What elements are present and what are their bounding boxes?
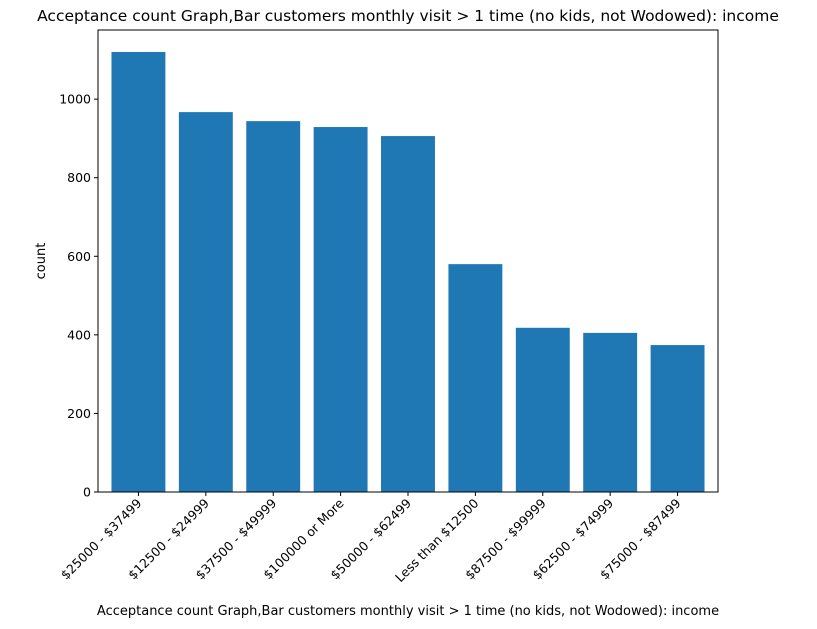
bars-group [111, 52, 705, 493]
chart-title: Acceptance count Graph,Bar customers mon… [37, 7, 779, 25]
bar-2 [246, 121, 301, 492]
x-axis-ticks: $25000 - $37499$12500 - $24999$37500 - $… [58, 492, 684, 585]
y-tick-label: 400 [67, 327, 91, 342]
bar-0 [111, 52, 166, 492]
bar-8 [650, 345, 705, 492]
bar-4 [381, 136, 435, 492]
y-tick-label: 0 [83, 485, 91, 500]
y-tick-label: 800 [67, 170, 91, 185]
bar-5 [448, 264, 503, 492]
bar-1 [178, 112, 233, 493]
bar-7 [583, 332, 638, 492]
bar-6 [515, 327, 570, 492]
y-tick-label: 200 [67, 406, 91, 421]
x-axis-label: Acceptance count Graph,Bar customers mon… [97, 604, 719, 619]
y-tick-label: 1000 [59, 92, 91, 107]
y-tick-label: 600 [67, 249, 91, 264]
y-axis-ticks: 0 200 400 600 800 1000 [59, 92, 98, 500]
y-axis-label: count [34, 243, 49, 280]
plot-frame [97, 29, 719, 493]
bar-3 [313, 127, 368, 492]
